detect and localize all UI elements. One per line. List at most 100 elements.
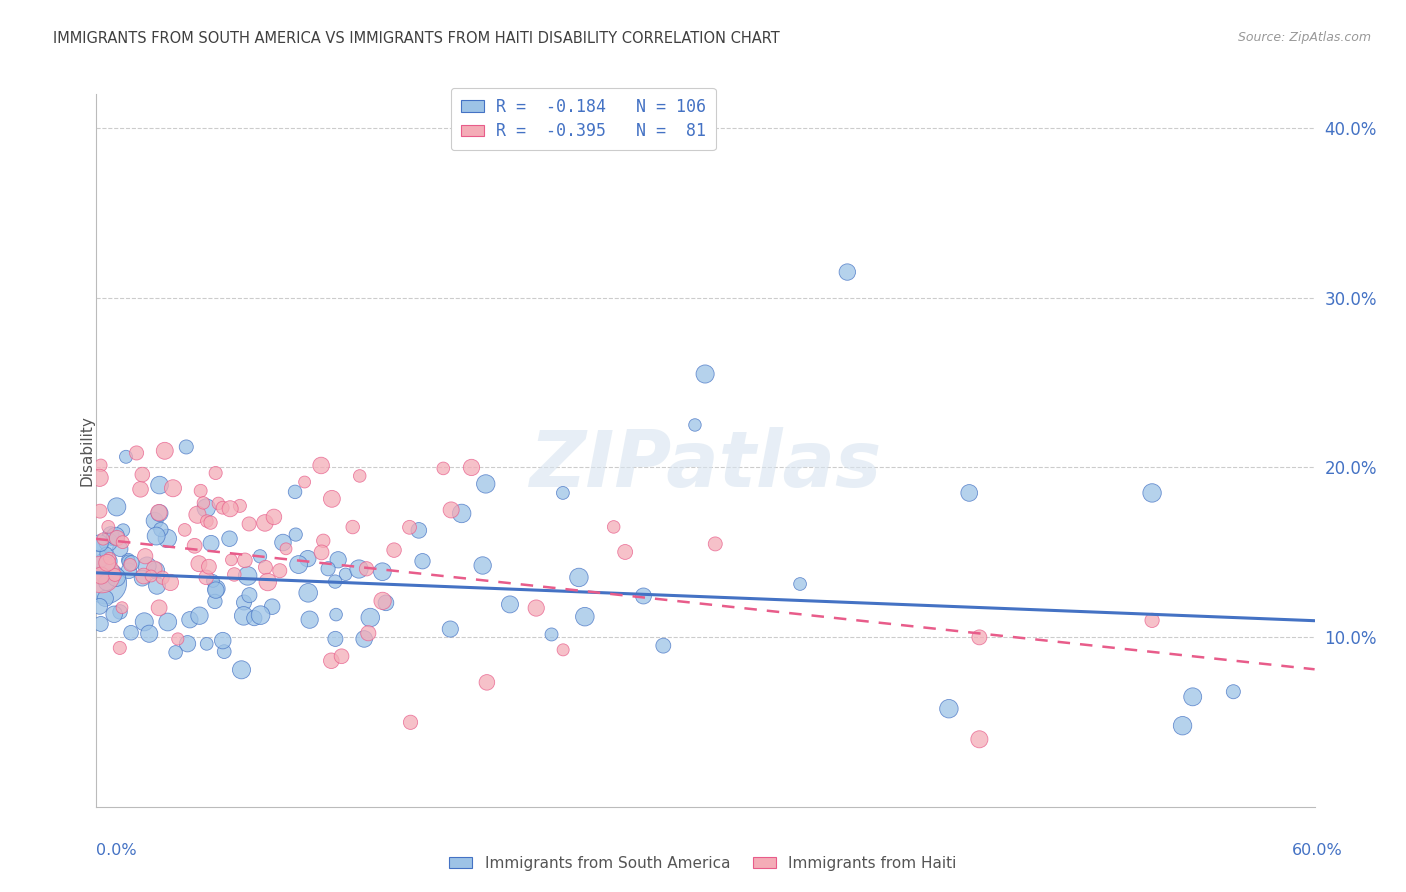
Point xyxy=(90,616,112,631)
Point xyxy=(253,516,276,530)
Point xyxy=(146,579,169,593)
Point xyxy=(153,443,176,458)
Point xyxy=(969,732,991,747)
Point xyxy=(1140,613,1163,627)
Point xyxy=(148,478,170,492)
Point xyxy=(139,569,162,583)
Point xyxy=(89,504,111,518)
Point xyxy=(104,529,127,543)
Point xyxy=(568,570,591,584)
Point xyxy=(134,549,156,564)
Point xyxy=(219,501,242,516)
Point xyxy=(148,506,170,520)
Point xyxy=(262,599,284,614)
Point xyxy=(159,575,181,590)
Point xyxy=(297,551,319,566)
Point xyxy=(98,551,121,566)
Point xyxy=(188,608,211,623)
Point xyxy=(316,562,339,576)
Text: 60.0%: 60.0% xyxy=(1292,843,1343,857)
Point xyxy=(325,607,347,622)
Point xyxy=(633,589,655,603)
Point xyxy=(120,625,142,640)
Point xyxy=(200,516,222,530)
Point xyxy=(297,586,319,600)
Point xyxy=(249,608,271,623)
Point xyxy=(186,508,208,522)
Point xyxy=(298,613,321,627)
Point xyxy=(143,514,166,528)
Point xyxy=(471,558,494,573)
Point xyxy=(789,577,811,591)
Point xyxy=(551,486,574,500)
Point xyxy=(271,535,294,549)
Point xyxy=(382,543,405,558)
Point xyxy=(174,440,197,454)
Point xyxy=(120,558,142,572)
Point xyxy=(179,613,201,627)
Point xyxy=(205,583,228,598)
Point xyxy=(274,541,297,556)
Point xyxy=(94,576,117,591)
Text: Source: ZipAtlas.com: Source: ZipAtlas.com xyxy=(1237,31,1371,45)
Point xyxy=(201,574,224,588)
Point xyxy=(256,575,278,590)
Point xyxy=(115,450,138,464)
Point xyxy=(111,535,134,549)
Point xyxy=(399,715,422,730)
Point xyxy=(105,500,128,514)
Point xyxy=(132,569,155,583)
Text: IMMIGRANTS FROM SOUTH AMERICA VS IMMIGRANTS FROM HAITI DISABILITY CORRELATION CH: IMMIGRANTS FROM SOUTH AMERICA VS IMMIGRA… xyxy=(53,31,780,46)
Point xyxy=(411,554,433,568)
Point xyxy=(90,568,112,582)
Point xyxy=(249,549,271,564)
Point xyxy=(193,496,215,510)
Point xyxy=(111,600,134,615)
Point xyxy=(238,516,260,531)
Point xyxy=(1171,719,1194,733)
Point xyxy=(118,564,141,578)
Point xyxy=(221,553,243,567)
Point xyxy=(152,571,174,585)
Point xyxy=(269,564,291,578)
Point xyxy=(205,582,228,596)
Point xyxy=(574,609,596,624)
Point xyxy=(553,643,575,657)
Point xyxy=(347,562,370,576)
Point xyxy=(89,536,111,550)
Point xyxy=(837,265,859,279)
Point xyxy=(94,591,117,606)
Point xyxy=(145,564,167,578)
Point xyxy=(176,637,198,651)
Point xyxy=(165,645,187,659)
Point xyxy=(224,567,246,582)
Point xyxy=(321,654,343,668)
Point xyxy=(166,632,188,646)
Point xyxy=(162,481,184,495)
Point xyxy=(218,532,240,546)
Point xyxy=(330,649,353,664)
Point xyxy=(90,567,112,582)
Point xyxy=(97,535,120,549)
Point xyxy=(148,600,170,615)
Point xyxy=(243,611,266,625)
Point xyxy=(204,466,226,480)
Point xyxy=(683,417,706,432)
Point xyxy=(231,663,253,677)
Point xyxy=(284,484,307,499)
Point xyxy=(359,610,381,624)
Point xyxy=(349,469,371,483)
Point xyxy=(375,596,398,610)
Point xyxy=(101,531,124,545)
Point xyxy=(91,555,114,569)
Point xyxy=(695,367,717,381)
Point xyxy=(143,562,166,576)
Point xyxy=(156,615,179,629)
Point xyxy=(112,524,135,538)
Point xyxy=(131,467,153,482)
Point xyxy=(1181,690,1204,704)
Point xyxy=(475,675,498,690)
Point xyxy=(195,570,218,584)
Point xyxy=(104,568,127,582)
Point xyxy=(96,547,118,561)
